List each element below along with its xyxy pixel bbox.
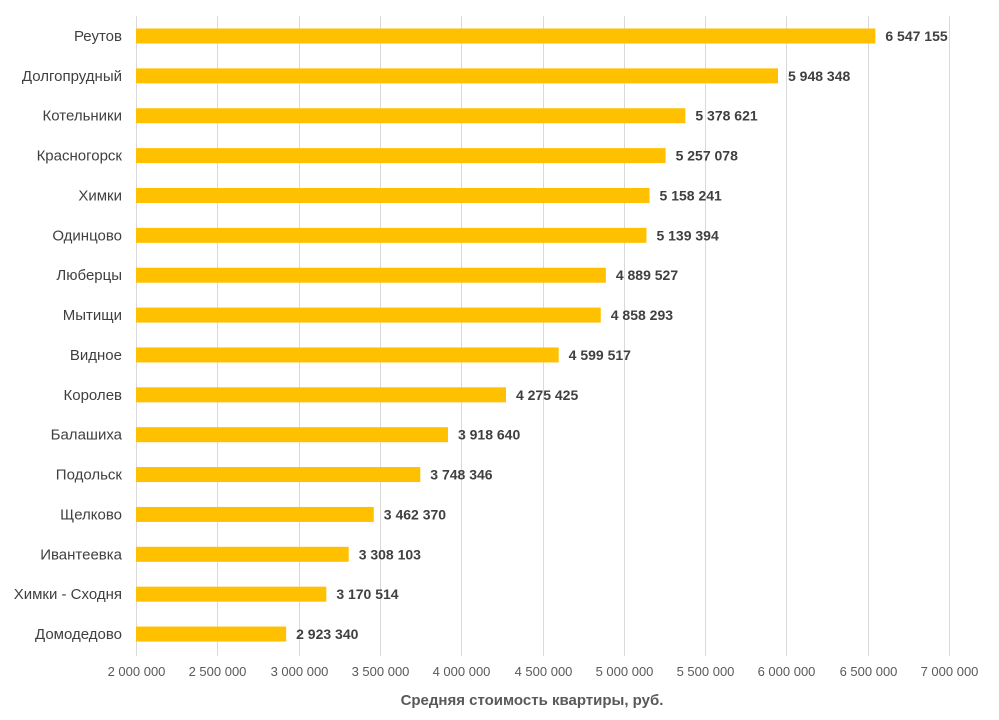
category-label: Котельники (43, 108, 122, 125)
data-label: 3 308 103 (359, 546, 421, 562)
x-tick-label: 4 000 000 (433, 664, 491, 679)
bar (136, 267, 606, 283)
x-tick-label: 3 000 000 (271, 664, 329, 679)
data-label: 5 378 621 (695, 108, 757, 124)
bar (136, 506, 374, 522)
category-label: Красногорск (37, 148, 123, 165)
x-tick-label: 3 500 000 (352, 664, 410, 679)
category-label: Балашиха (51, 427, 123, 444)
data-label: 3 918 640 (458, 427, 520, 443)
data-label: 4 599 517 (569, 347, 631, 363)
bar (136, 467, 421, 483)
data-label: 5 948 348 (788, 68, 850, 84)
data-label: 4 889 527 (616, 267, 678, 283)
data-label: 3 170 514 (336, 586, 398, 602)
x-axis-title: Средняя стоимость квартиры, руб. (401, 692, 664, 709)
bar (136, 586, 327, 602)
category-label: Видное (70, 347, 122, 364)
data-label: 4 275 425 (516, 387, 578, 403)
bar (136, 148, 666, 164)
category-label: Одинцово (52, 227, 122, 244)
bar (136, 108, 686, 124)
bar (136, 626, 287, 642)
data-label: 3 748 346 (430, 467, 492, 483)
bar (136, 68, 779, 84)
bar (136, 227, 647, 243)
x-tick-labels: 2 000 000 2 500 000 3 000 000 3 500 000 4 00… (108, 664, 979, 679)
bar (136, 307, 601, 323)
data-label: 6 547 155 (885, 28, 947, 44)
x-tick-label: 7 000 000 (921, 664, 979, 679)
category-label: Ивантеевка (40, 546, 122, 563)
category-label: Люберцы (56, 267, 122, 284)
data-label: 5 257 078 (676, 148, 738, 164)
value-labels: 6 547 155 5 948 348 5 378 621 5 257 078 5 15… (296, 28, 948, 642)
bar (136, 387, 506, 403)
x-tick-label: 5 000 000 (596, 664, 654, 679)
category-labels: Реутов Долгопрудный Котельники Красногорск Х… (14, 28, 123, 643)
bars (136, 28, 876, 642)
x-tick-label: 2 000 000 (108, 664, 166, 679)
bar (136, 187, 650, 203)
x-tick-label: 6 500 000 (840, 664, 898, 679)
category-label: Химки (78, 187, 122, 204)
x-tick-label: 4 500 000 (515, 664, 573, 679)
bar (136, 427, 448, 443)
category-label: Щелково (60, 506, 122, 523)
bar (136, 347, 559, 363)
data-label: 3 462 370 (384, 506, 446, 522)
category-label: Долгопрудный (22, 68, 122, 85)
category-label: Химки - Сходня (14, 586, 122, 603)
data-label: 5 139 394 (656, 227, 718, 243)
data-label: 4 858 293 (611, 307, 673, 323)
data-label: 5 158 241 (660, 187, 722, 203)
category-label: Королев (64, 387, 123, 404)
data-label: 2 923 340 (296, 626, 358, 642)
x-tick-label: 5 500 000 (677, 664, 735, 679)
category-label: Мытищи (63, 307, 122, 324)
category-label: Реутов (74, 28, 122, 45)
bar (136, 546, 349, 562)
x-tick-label: 6 000 000 (758, 664, 816, 679)
bar (136, 28, 876, 44)
category-label: Подольск (56, 467, 123, 484)
category-label: Домодедово (35, 626, 122, 643)
x-tick-label: 2 500 000 (189, 664, 247, 679)
